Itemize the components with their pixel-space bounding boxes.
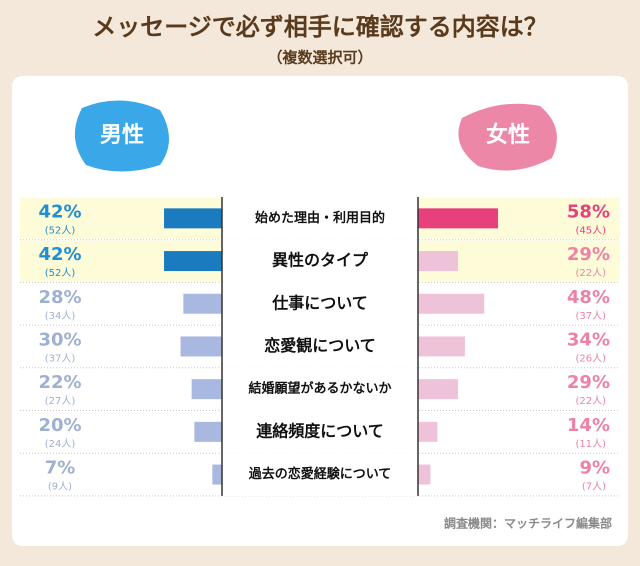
bar: [164, 208, 222, 229]
count-label: (34人): [45, 310, 76, 322]
category-box: [222, 282, 418, 326]
value-label: 42%: [38, 244, 81, 265]
bar: [418, 208, 499, 229]
chart-subtitle: （複数選択可）: [267, 49, 372, 67]
value-label: 7%: [45, 458, 76, 479]
value-label: 42%: [38, 201, 81, 222]
bar: [418, 421, 438, 442]
count-label: (22人): [575, 267, 606, 279]
value-label: 9%: [579, 458, 610, 479]
count-label: (27人): [45, 395, 76, 407]
value-label: 34%: [567, 329, 610, 350]
bar: [194, 421, 222, 442]
bar: [418, 336, 465, 357]
bar: [183, 293, 222, 314]
bar: [164, 251, 222, 272]
source: 調査機関：マッチライフ編集部: [444, 516, 612, 531]
category-label: 恋愛観について: [264, 336, 376, 355]
count-label: (22人): [575, 395, 606, 407]
bar: [418, 293, 485, 314]
category-label: 過去の恋愛経験について: [248, 466, 392, 482]
value-label: 30%: [38, 329, 81, 350]
category-label: 仕事について: [271, 293, 368, 312]
value-label: 48%: [567, 287, 610, 308]
category-label: 連絡頻度について: [256, 421, 384, 440]
category-box: [222, 367, 418, 411]
count-label: (24人): [45, 438, 76, 450]
bar: [191, 379, 222, 400]
count-label: (52人): [45, 224, 76, 236]
count-label: (11人): [575, 438, 606, 450]
category-box: [222, 239, 418, 283]
category-label: 結婚願望があるかないか: [248, 381, 391, 397]
value-label: 29%: [567, 244, 610, 265]
legend-label: 男性: [100, 123, 144, 148]
category-box: [222, 453, 418, 496]
category-box: [222, 410, 418, 454]
count-label: (26人): [575, 352, 606, 364]
bar: [418, 464, 431, 485]
legend-label: 女性: [486, 122, 530, 148]
count-label: (7人): [582, 481, 606, 493]
count-label: (37人): [575, 310, 606, 322]
male-badge: [74, 100, 169, 172]
category-label: 始めた理由・利用目的: [255, 210, 385, 226]
value-label: 58%: [567, 201, 610, 222]
count-label: (37人): [45, 352, 76, 364]
bar: [180, 336, 222, 357]
category-box: [222, 325, 418, 368]
female-badge: [458, 103, 557, 171]
count-label: (9人): [48, 481, 72, 493]
bar: [212, 464, 222, 485]
value-label: 22%: [38, 372, 81, 393]
value-label: 20%: [38, 415, 81, 436]
bar: [418, 379, 459, 400]
value-label: 28%: [38, 287, 81, 308]
value-label: 14%: [567, 415, 610, 436]
chart-title: メッセージで必ず相手に確認する内容は？: [92, 13, 548, 41]
bar: [418, 251, 459, 272]
value-label: 29%: [567, 372, 610, 393]
count-label: (52人): [45, 267, 76, 279]
count-label: (45人): [575, 224, 606, 236]
category-label: 異性のタイプ: [272, 251, 369, 270]
category-box: [222, 197, 418, 240]
